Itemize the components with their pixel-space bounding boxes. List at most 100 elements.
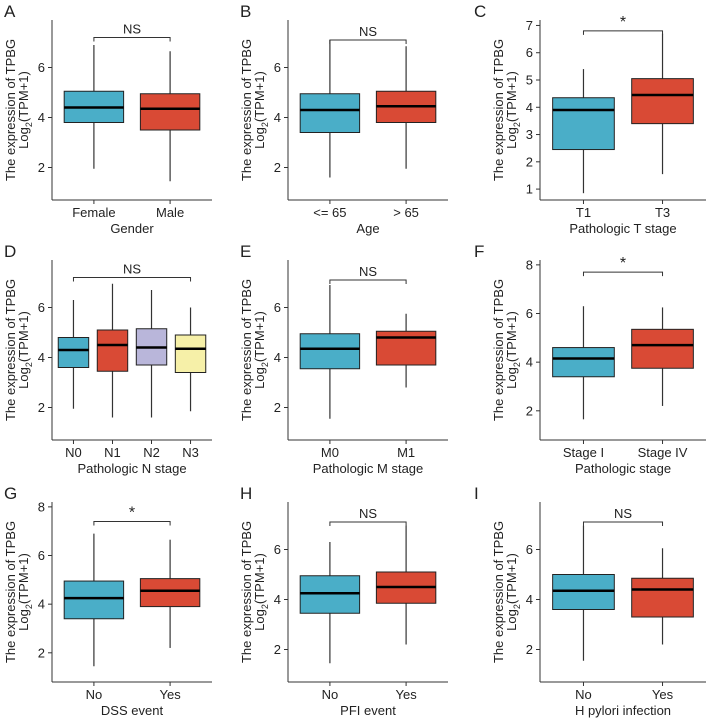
significance-bracket [93,37,171,42]
x-tick-label: > 65 [393,205,419,220]
y-axis-label: The expression of TPBG [239,279,254,421]
unit-text: Log [504,367,519,389]
unit-text: (TPM+1) [252,553,267,604]
box [631,577,694,618]
box-Yes: Yes [375,525,437,702]
unit-subscript: 2 [260,122,270,127]
x-tick-label: N1 [104,445,121,460]
y-tick-label: 6 [526,306,533,321]
box-No: No [63,533,125,702]
y-tick-label: 2 [274,400,281,415]
y-tick-label: 4 [274,592,281,607]
y-tick-label: 4 [38,597,45,612]
x-tick-label: Stage I [563,445,604,460]
x-tick-label: N3 [182,445,199,460]
x-axis-label: Pathologic M stage [313,461,424,476]
box [299,333,361,370]
y-axis-label-unit: Log2(TPM+1) [504,311,522,389]
panel-label: B [240,2,251,21]
unit-text: Log [504,609,519,631]
y-axis-label: The expression of TPBG [3,39,18,181]
x-tick-label: M0 [321,445,339,460]
unit-text: (TPM+1) [252,311,267,362]
unit-text: Log [16,367,31,389]
y-tick-label: 2 [274,642,281,657]
y-axis-label-unit: Log2(TPM+1) [252,553,270,631]
box-Male: Male [139,51,201,220]
unit-text: (TPM+1) [16,311,31,362]
unit-subscript: 2 [24,122,34,127]
significance-label: * [620,14,626,31]
x-tick-label: No [86,687,103,702]
y-axis-label: The expression of TPBG [3,279,18,421]
box-Female: Female [63,45,125,220]
x-tick-label: N0 [65,445,82,460]
box [139,578,201,608]
box-> 65: > 65 [375,46,437,220]
x-tick-label: No [322,687,339,702]
panel-label: A [4,2,16,21]
significance-bracket [582,271,664,277]
box-No: No [552,525,615,702]
y-tick-label: 1 [526,182,533,197]
x-axis-label: Gender [110,221,154,236]
y-tick-label: 2 [38,160,45,175]
panel-label: I [474,484,479,503]
x-axis-label: Pathologic T stage [569,221,676,236]
y-tick-label: 8 [526,257,533,272]
y-axis-label-unit: Log2(TPM+1) [16,553,34,631]
unit-text: (TPM+1) [252,71,267,122]
box-N0: N0 [57,300,90,460]
box-M1: M1 [375,313,437,460]
panel-label: H [240,484,252,503]
x-tick-label: Female [72,205,115,220]
unit-subscript: 2 [24,362,34,367]
unit-subscript: 2 [260,604,270,609]
y-tick-label: 2 [526,154,533,169]
unit-subscript: 2 [512,604,522,609]
x-axis-label: Age [356,221,379,236]
significance-bracket [582,30,664,35]
significance-bracket [72,277,192,282]
x-tick-label: Male [156,205,184,220]
significance-label: NS [123,22,141,37]
significance-bracket [329,521,407,526]
x-axis-label: H pylori infection [575,703,671,718]
y-tick-label: 6 [38,548,45,563]
significance-label: NS [359,264,377,279]
y-axis-label-unit: Log2(TPM+1) [504,71,522,149]
y-tick-label: 5 [526,73,533,88]
x-axis-label: DSS event [101,703,164,718]
y-axis-label-unit: Log2(TPM+1) [252,311,270,389]
x-axis-label: PFI event [340,703,396,718]
significance-bracket [582,521,664,526]
box-Stage I: Stage I [552,306,615,460]
box-Yes: Yes [631,548,694,702]
unit-text: Log [16,609,31,631]
significance-label: NS [359,506,377,521]
x-tick-label: Yes [159,687,181,702]
y-axis-label: The expression of TPBG [491,39,506,181]
unit-text: (TPM+1) [16,553,31,604]
x-tick-label: <= 65 [313,205,346,220]
y-axis-label-unit: Log2(TPM+1) [252,71,270,149]
significance-label: NS [359,24,377,39]
y-tick-label: 3 [526,127,533,142]
y-tick-label: 2 [38,645,45,660]
box [552,347,615,378]
x-axis-label: Pathologic stage [575,461,671,476]
y-tick-label: 4 [38,110,45,125]
box-N1: N1 [96,283,129,460]
y-tick-label: 6 [274,542,281,557]
box [631,328,694,369]
box-T3: T3 [631,33,694,220]
box-Yes: Yes [139,539,201,702]
significance-label: NS [123,262,141,277]
panel-label: C [474,2,486,21]
y-tick-label: 4 [526,355,533,370]
y-axis-label: The expression of TPBG [3,521,18,663]
x-axis-label: Pathologic N stage [77,461,186,476]
